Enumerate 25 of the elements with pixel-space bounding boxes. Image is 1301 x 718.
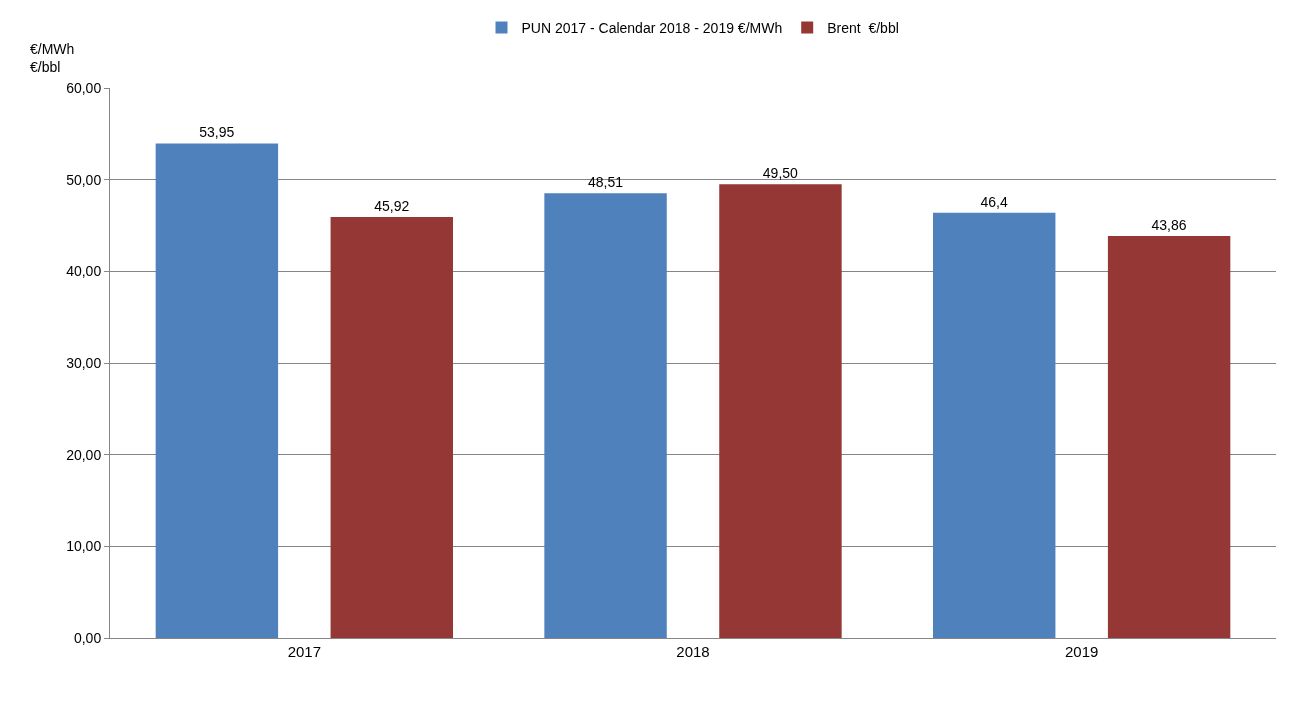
data-label: 49,50 xyxy=(762,165,799,182)
y-tick-label: 0,00 xyxy=(73,629,102,646)
data-label: 43,86 xyxy=(1151,216,1187,233)
bar xyxy=(1107,235,1231,638)
bar xyxy=(155,143,279,638)
data-label: 48,51 xyxy=(587,174,624,191)
bar xyxy=(330,217,453,638)
bar xyxy=(719,184,842,638)
legend-label: PUN 2017 - Calendar 2018 - 2019 €/MWh xyxy=(521,20,783,37)
x-tick-label: 2019 xyxy=(1064,643,1099,660)
data-label: 46,4 xyxy=(980,193,1008,210)
y-tick-label: 50,00 xyxy=(66,171,102,188)
y-axis-title: €/MWh €/bbl xyxy=(30,41,75,76)
y-tick-label: 60,00 xyxy=(66,79,102,96)
y-tick-label: 40,00 xyxy=(66,263,102,280)
y-tick-label: 20,00 xyxy=(66,446,102,463)
data-label: 53,95 xyxy=(199,124,235,141)
legend-label: Brent €/bbl xyxy=(827,20,899,37)
y-tick-label: 30,00 xyxy=(66,354,102,371)
y-tick-label: 10,00 xyxy=(66,538,102,555)
bar xyxy=(933,212,1056,638)
data-label: 45,92 xyxy=(374,198,410,215)
x-tick-label: 2018 xyxy=(676,643,710,660)
x-tick-label: 2017 xyxy=(287,643,322,660)
bar xyxy=(544,193,667,638)
